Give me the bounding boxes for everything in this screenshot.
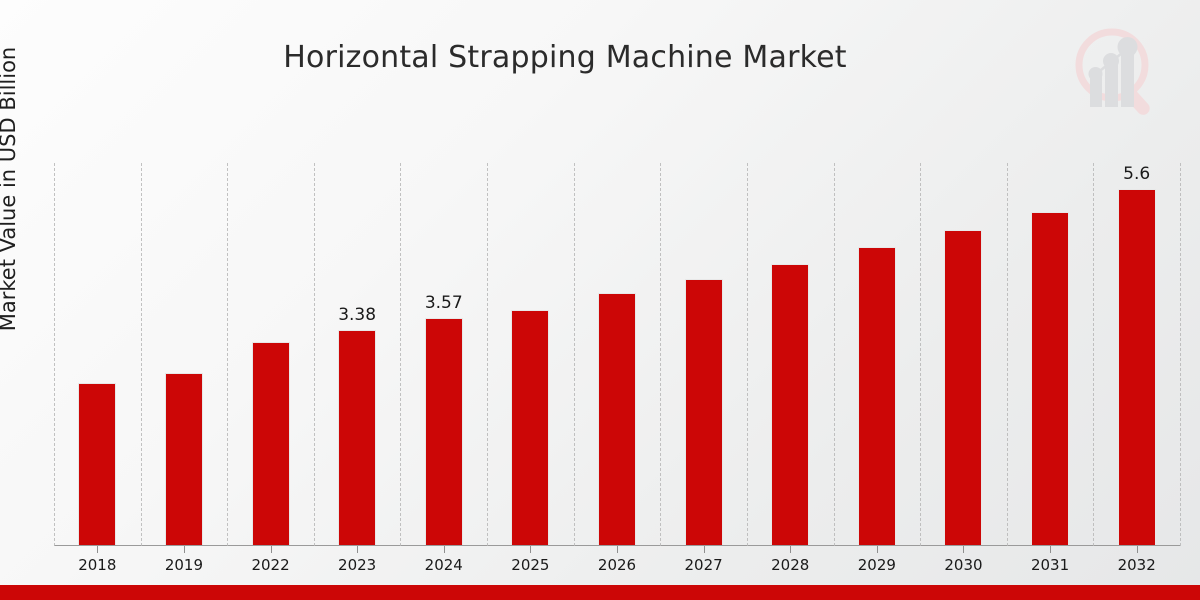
x-tick-label-2019: 2019 xyxy=(164,556,204,574)
x-tick-label-2032: 2032 xyxy=(1117,556,1156,574)
x-axis-baseline xyxy=(54,545,1180,546)
bar-2026[interactable] xyxy=(598,293,636,545)
bar-2025[interactable] xyxy=(511,310,550,545)
bar-2029[interactable] xyxy=(857,247,896,545)
x-tick-mark xyxy=(1136,546,1138,553)
gridline-vertical xyxy=(920,163,922,546)
x-tick-mark xyxy=(963,546,965,553)
bar-2032[interactable] xyxy=(1117,188,1156,545)
bar-2031[interactable] xyxy=(1031,211,1070,545)
x-tick-mark xyxy=(97,546,99,553)
bar-value-label-2024: 3.57 xyxy=(424,292,463,313)
gridline-vertical xyxy=(833,163,836,546)
gridline-vertical xyxy=(54,163,56,546)
bar-2022[interactable] xyxy=(251,342,290,545)
bar-2030[interactable] xyxy=(944,230,983,545)
x-tick-mark xyxy=(790,546,792,553)
x-tick-mark xyxy=(357,546,359,553)
gridline-vertical xyxy=(1093,163,1095,546)
chart-title: Horizontal Strapping Machine Market xyxy=(283,40,847,75)
gridline-vertical xyxy=(573,163,576,546)
gridline-vertical xyxy=(1180,163,1182,546)
x-tick-mark xyxy=(617,546,618,553)
gridline-vertical xyxy=(1006,163,1009,546)
x-tick-mark xyxy=(530,546,532,553)
x-tick-mark xyxy=(270,546,272,553)
x-tick-mark xyxy=(183,546,185,553)
x-tick-label-2022: 2022 xyxy=(251,556,290,574)
bar-2024[interactable] xyxy=(424,317,463,545)
x-tick-mark xyxy=(1050,546,1052,553)
x-tick-label-2031: 2031 xyxy=(1030,556,1070,574)
x-tick-label-2027: 2027 xyxy=(684,556,723,574)
bar-value-label-2032: 5.6 xyxy=(1123,163,1151,184)
x-tick-label-2030: 2030 xyxy=(944,556,983,574)
x-tick-mark xyxy=(703,546,705,553)
x-tick-mark xyxy=(443,546,445,553)
x-tick-label-2023: 2023 xyxy=(338,556,377,574)
gridline-vertical xyxy=(227,163,229,546)
gridline-vertical xyxy=(140,163,143,546)
y-axis-title: Market Value in USD Billion xyxy=(0,46,20,332)
footer-band xyxy=(0,585,1200,600)
bar-2027[interactable] xyxy=(684,279,723,545)
gridline-vertical xyxy=(660,163,662,546)
bar-2018[interactable] xyxy=(78,382,117,545)
plot-area: 3.38 3.57 5.6 xyxy=(54,163,1182,546)
x-tick-mark xyxy=(876,546,878,553)
gridline-vertical xyxy=(746,163,749,546)
x-tick-label-2024: 2024 xyxy=(424,556,463,574)
x-tick-label-2029: 2029 xyxy=(857,556,896,574)
gridline-vertical xyxy=(487,163,489,546)
bar-value-label-2023: 3.38 xyxy=(338,304,377,325)
x-tick-label-2028: 2028 xyxy=(771,556,810,574)
gridline-vertical xyxy=(400,163,402,546)
x-tick-label-2025: 2025 xyxy=(511,556,550,574)
gridline-vertical xyxy=(313,163,316,546)
bar-2023[interactable] xyxy=(338,329,377,545)
x-tick-label-2026: 2026 xyxy=(597,556,637,574)
bar-2019[interactable] xyxy=(164,372,203,545)
bar-2028[interactable] xyxy=(771,263,810,545)
x-tick-label-2018: 2018 xyxy=(78,556,117,574)
